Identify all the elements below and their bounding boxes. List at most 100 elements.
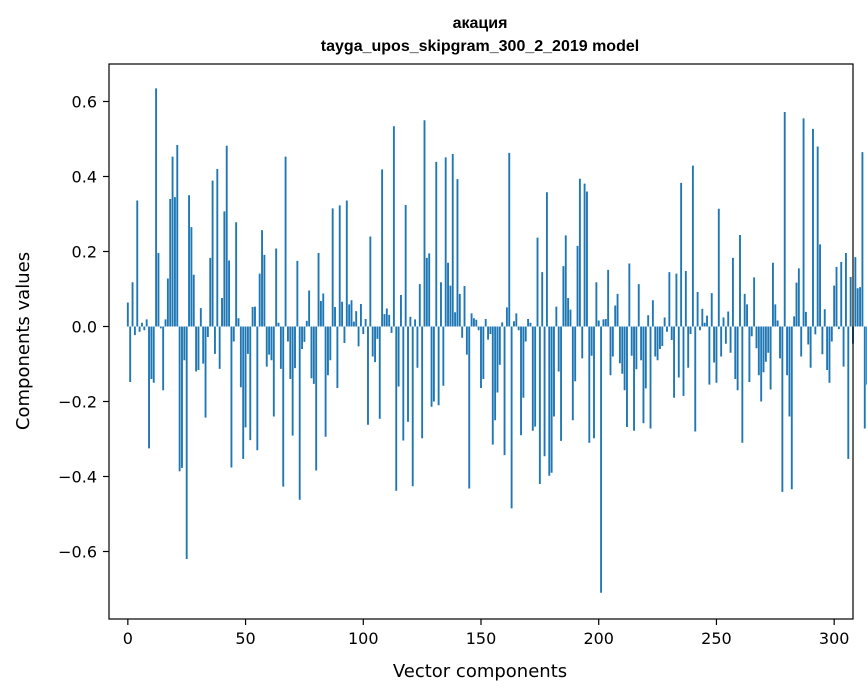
- bar: [498, 326, 501, 365]
- bar: [317, 253, 320, 327]
- bar: [616, 293, 619, 327]
- bar: [482, 326, 485, 379]
- bar: [385, 308, 388, 327]
- bar: [694, 326, 697, 432]
- bar: [418, 284, 421, 327]
- bar: [449, 285, 452, 327]
- x-tick-label: 50: [235, 629, 255, 648]
- bar: [515, 313, 518, 327]
- bar: [336, 326, 339, 388]
- bar: [635, 326, 638, 370]
- bar: [626, 326, 628, 427]
- bar: [279, 326, 282, 369]
- bar: [781, 326, 784, 492]
- bar: [578, 178, 581, 327]
- bar: [254, 306, 256, 327]
- bar: [218, 326, 221, 369]
- bar: [296, 260, 299, 327]
- bar: [178, 326, 181, 472]
- bar: [190, 227, 193, 327]
- bar: [475, 319, 478, 327]
- bar: [284, 156, 287, 327]
- bar: [141, 322, 143, 327]
- bar: [779, 326, 781, 359]
- bar: [374, 326, 376, 363]
- bar: [331, 208, 334, 327]
- bar: [383, 314, 386, 327]
- bar: [501, 322, 504, 327]
- bar: [531, 326, 534, 431]
- bar: [734, 326, 737, 379]
- bar: [840, 262, 843, 327]
- bar: [197, 326, 200, 370]
- bar: [456, 179, 459, 327]
- bar: [263, 254, 266, 327]
- bar: [355, 311, 358, 327]
- bar: [760, 326, 763, 402]
- bars-group: [126, 88, 867, 593]
- bar: [710, 293, 713, 327]
- bar: [764, 326, 767, 362]
- bar: [322, 293, 325, 327]
- bar: [169, 199, 172, 327]
- x-axis-ticks: 0 50 100 150 200 250 300: [123, 619, 849, 648]
- bar: [776, 320, 779, 327]
- bar: [713, 326, 716, 363]
- bar: [494, 326, 497, 421]
- bar: [562, 266, 565, 327]
- x-tick-label: 200: [583, 629, 614, 648]
- bar: [310, 326, 313, 379]
- bar: [689, 326, 692, 334]
- y-tick-label: −0.4: [58, 468, 97, 487]
- bar: [461, 326, 464, 338]
- bar: [228, 260, 231, 327]
- bar: [359, 304, 362, 327]
- bar: [136, 200, 139, 327]
- bar: [677, 326, 680, 378]
- bar: [275, 248, 278, 327]
- bar: [148, 326, 150, 449]
- bar: [138, 326, 141, 332]
- bar: [230, 326, 233, 468]
- bar: [404, 205, 407, 327]
- bar: [286, 326, 289, 342]
- bar: [553, 326, 555, 417]
- bar: [272, 326, 275, 417]
- bar: [451, 154, 454, 327]
- bar: [480, 326, 482, 388]
- bar: [491, 326, 494, 445]
- bar: [604, 319, 607, 327]
- bar: [458, 293, 461, 327]
- bar: [534, 326, 537, 427]
- chart-title: акация: [453, 15, 508, 32]
- bar: [188, 195, 190, 327]
- bar: [863, 326, 866, 429]
- bar: [265, 326, 268, 367]
- bar: [367, 326, 369, 425]
- bar: [821, 326, 824, 355]
- bar: [334, 307, 336, 327]
- bar: [731, 257, 734, 327]
- bar: [244, 326, 247, 428]
- bar: [722, 317, 725, 327]
- bar: [235, 222, 238, 327]
- bar: [487, 326, 490, 340]
- bar: [618, 326, 621, 364]
- bar: [753, 277, 756, 327]
- y-tick-label: −0.2: [58, 393, 97, 412]
- bar: [312, 326, 315, 384]
- bar: [133, 326, 136, 336]
- bar: [583, 183, 586, 327]
- bar: [823, 309, 826, 327]
- bar: [762, 326, 765, 373]
- bar: [324, 326, 327, 437]
- bar: [145, 319, 148, 327]
- bar: [294, 326, 296, 369]
- bar: [155, 88, 158, 327]
- bar: [809, 326, 812, 368]
- bar: [682, 326, 685, 396]
- bar: [623, 326, 626, 391]
- bar: [157, 253, 160, 327]
- bar: [503, 326, 506, 456]
- bar: [788, 326, 791, 417]
